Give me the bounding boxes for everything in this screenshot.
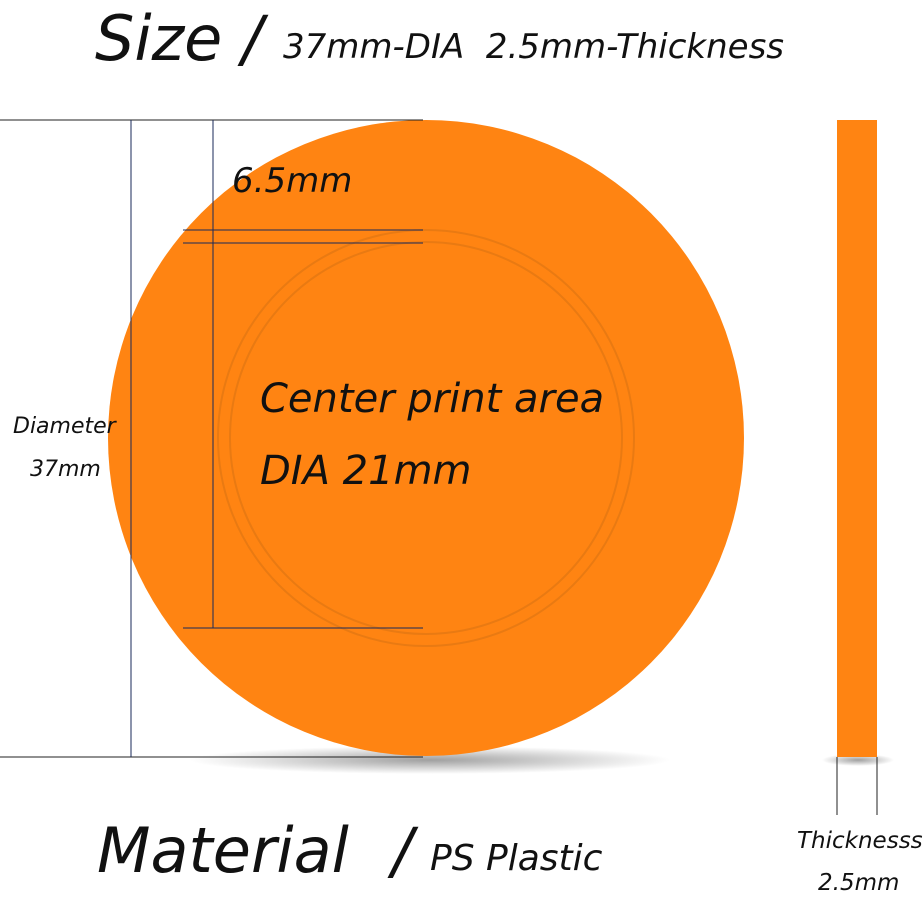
thickness-value: 2.5mm — [818, 870, 899, 896]
footer-title: Material — [97, 814, 349, 887]
print-ring-outer — [217, 229, 635, 647]
header-title: Size — [95, 2, 222, 75]
footer-separator: / — [387, 814, 419, 887]
print-ring-inner — [229, 241, 623, 635]
header-subtitle: 37mm-DIA 2.5mm-Thickness — [283, 27, 784, 67]
center-label: DIA 21mm — [260, 448, 472, 494]
footer-subtitle: PS Plastic — [430, 838, 603, 879]
side-view — [837, 120, 877, 757]
header-separator: / — [237, 2, 269, 75]
dimension-lines — [0, 119, 878, 815]
center-label: Center print area — [260, 376, 604, 422]
thickness-label: Thicknesss — [797, 828, 923, 854]
disc-shadow — [190, 746, 670, 774]
diameter-label: Diameter — [13, 414, 118, 439]
disc — [108, 120, 744, 756]
border-label: 6.5mm — [232, 161, 352, 201]
diameter-value: 37mm — [30, 457, 101, 482]
